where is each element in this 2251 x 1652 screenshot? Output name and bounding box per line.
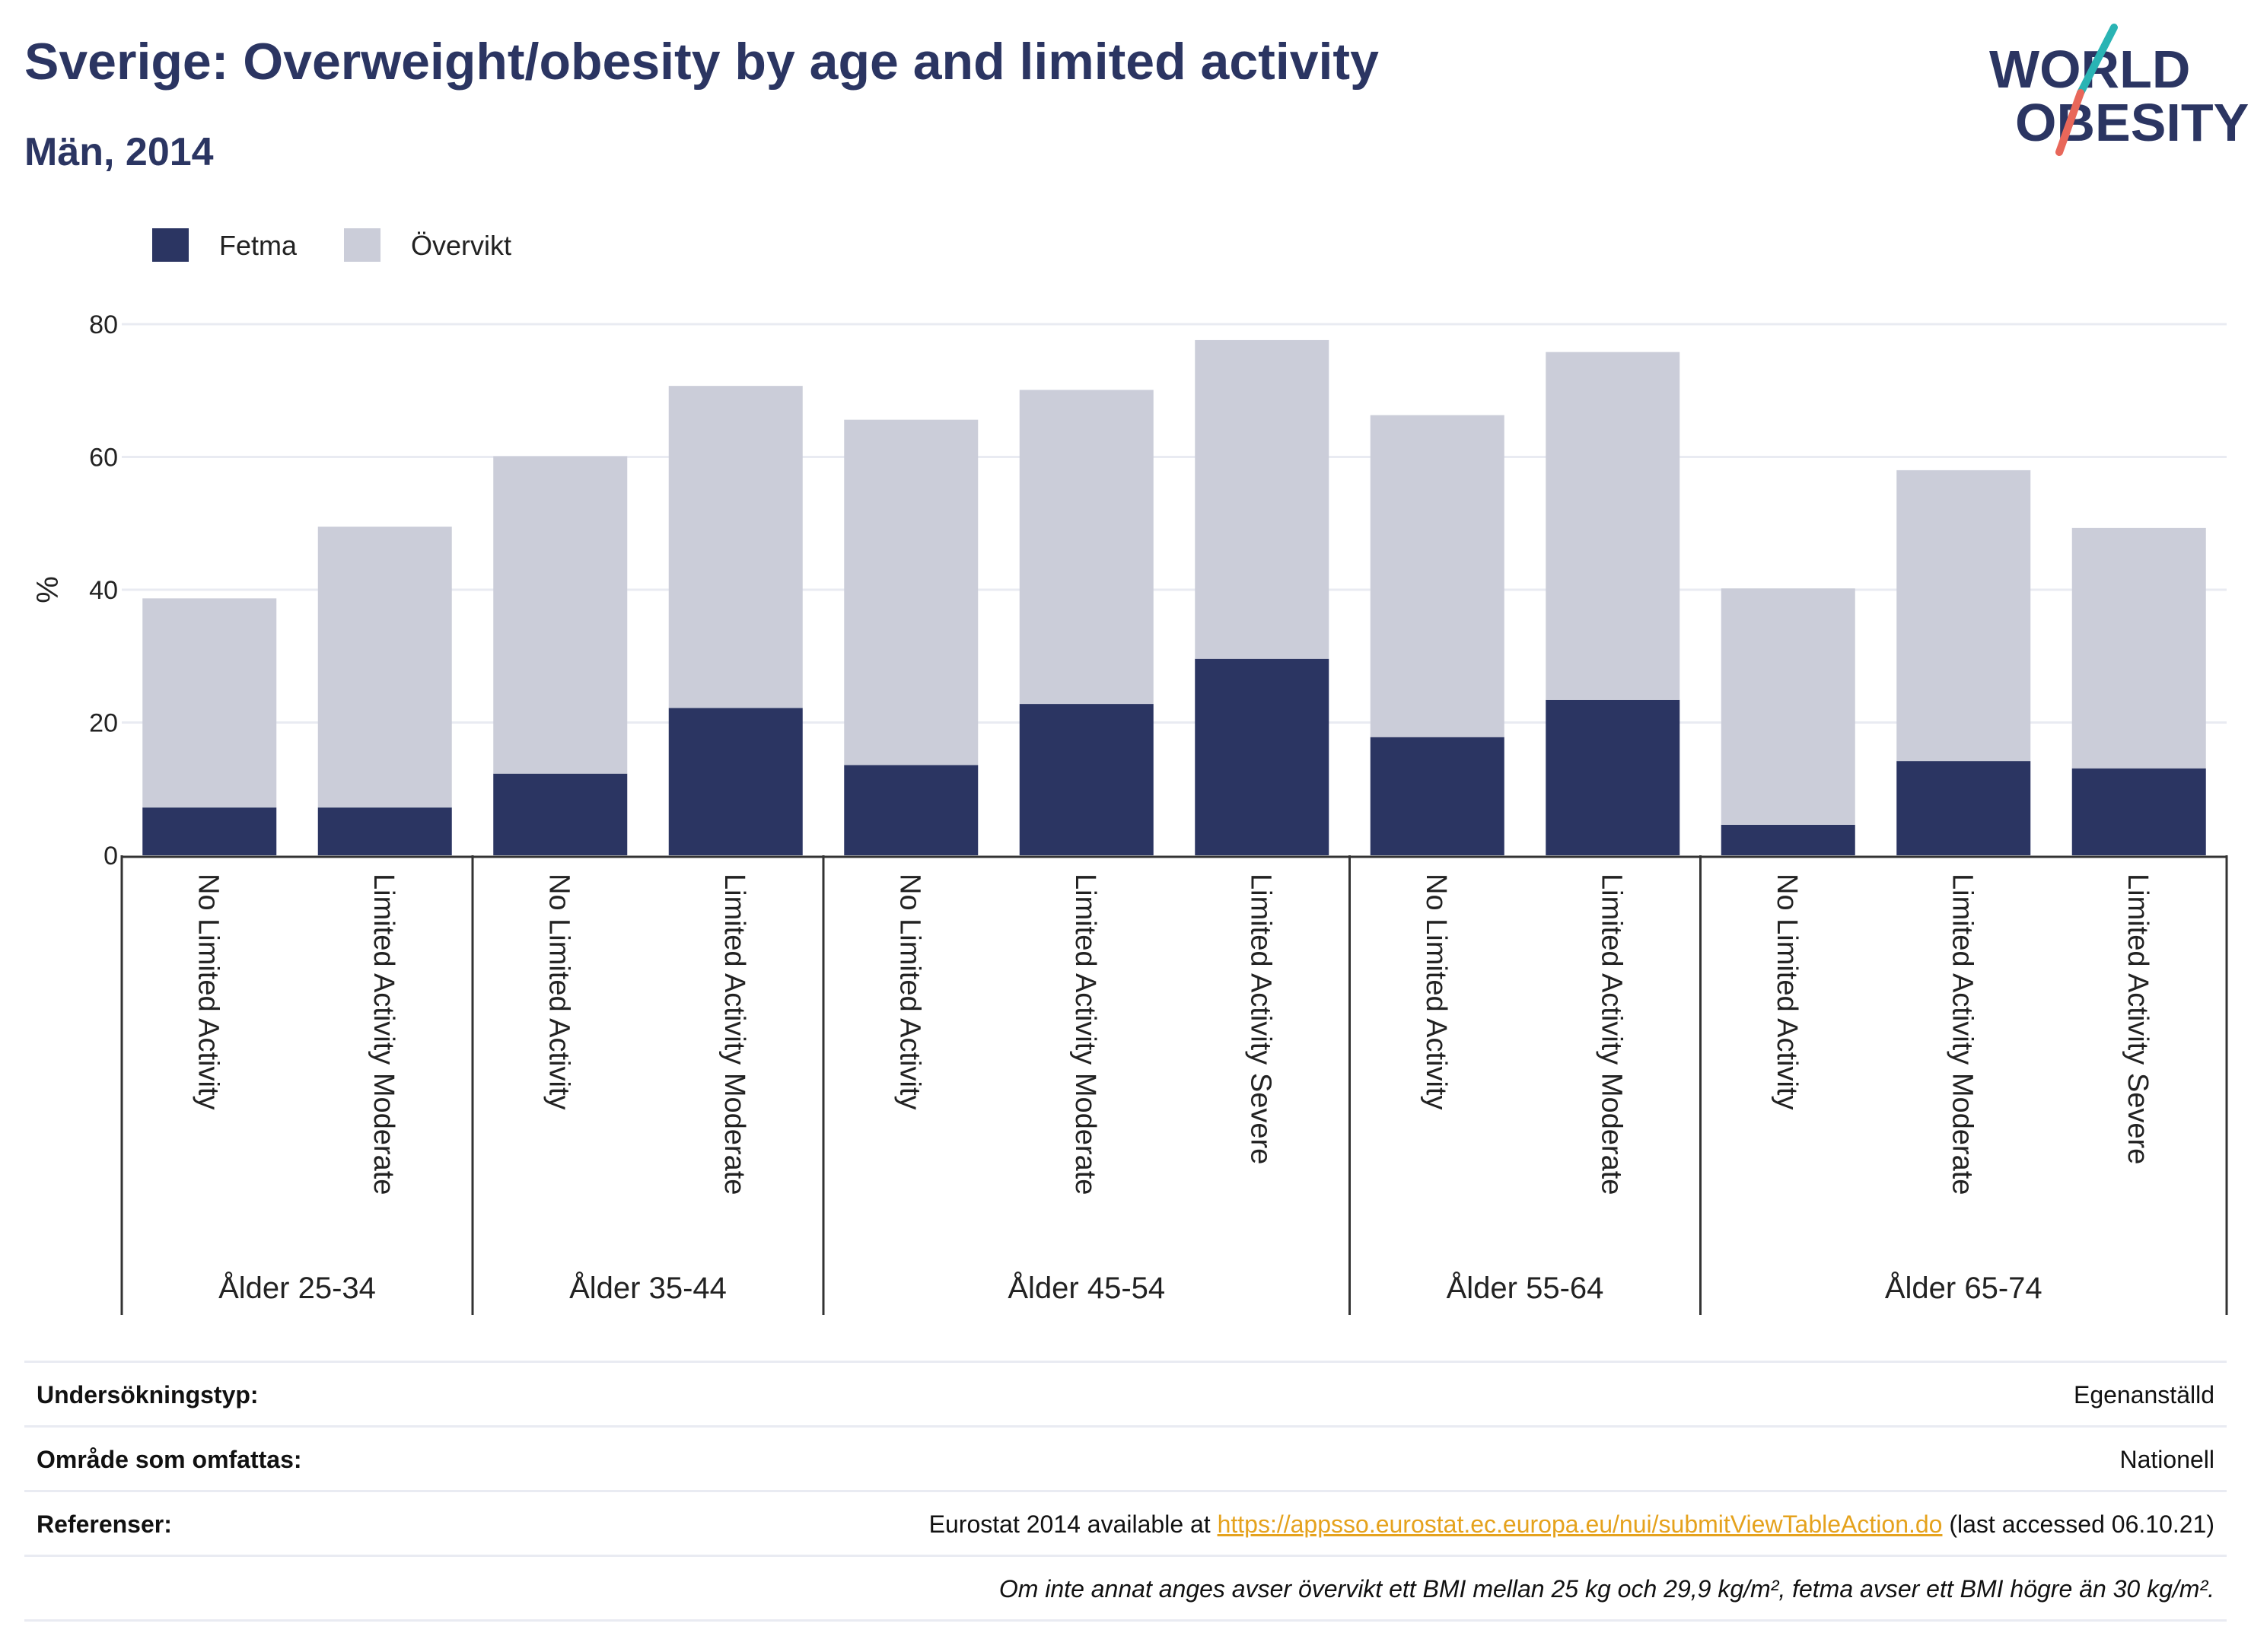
info-label: Område som omfattas: <box>37 1446 302 1473</box>
x-tick-label: No Limited Activity <box>1771 874 1803 1109</box>
bar-fetma <box>1019 704 1154 855</box>
group-label: Ålder 35-44 <box>569 1271 727 1305</box>
bar-overvikt <box>844 419 979 766</box>
group-label: Ålder 65-74 <box>1885 1271 2042 1305</box>
bar-fetma <box>668 708 803 855</box>
x-tick-label: Limited Activity Moderate <box>1595 874 1627 1195</box>
info-row-survey-type: Undersökningstyp: Egenanställd <box>24 1361 2227 1425</box>
bar-overvikt <box>317 527 452 808</box>
x-tick-label: No Limited Activity <box>1420 874 1452 1109</box>
info-value: Nationell <box>2119 1446 2214 1473</box>
y-axis-label: % <box>31 576 65 603</box>
y-tick-label: 80 <box>89 310 118 339</box>
chart-title: Sverige: Overweight/obesity by age and l… <box>24 33 1379 91</box>
info-row-coverage: Område som omfattas: Nationell <box>24 1425 2227 1490</box>
bar-overvikt <box>1370 415 1504 737</box>
x-tick-label: Limited Activity Moderate <box>1946 874 1978 1195</box>
bar-overvikt <box>668 386 803 708</box>
x-tick-label: Limited Activity Severe <box>1244 874 1276 1164</box>
reference-link[interactable]: https://appsso.eurostat.ec.europa.eu/nui… <box>1217 1510 1943 1538</box>
group-label: Ålder 45-54 <box>1008 1271 1165 1305</box>
bar-overvikt <box>1721 588 1855 825</box>
info-value-references: Eurostat 2014 available at https://appss… <box>929 1510 2214 1539</box>
y-tick-label: 60 <box>89 444 118 473</box>
bar-fetma <box>142 807 277 855</box>
x-tick-label: No Limited Activity <box>192 874 224 1109</box>
info-row-note: Om inte annat anges avser övervikt ett B… <box>24 1555 2227 1622</box>
stacked-bar-chart: 0 20 40 60 80% Fetma Övervikt No Limited Activi… <box>31 228 2228 1315</box>
x-tick-label: Limited Activity Moderate <box>718 874 750 1195</box>
bar-overvikt <box>1546 352 1680 700</box>
x-tick-label: Limited Activity Moderate <box>1069 874 1101 1195</box>
group-label: Ålder 55-64 <box>1447 1271 1604 1305</box>
bar-overvikt <box>1019 390 1154 705</box>
legend-swatch <box>344 228 380 262</box>
bar-overvikt <box>493 456 628 774</box>
y-tick-label: 40 <box>89 576 118 605</box>
bar-overvikt <box>142 598 277 808</box>
info-label: Undersökningstyp: <box>37 1381 259 1408</box>
y-tick-label: 20 <box>89 709 118 738</box>
info-value: Egenanställd <box>2073 1381 2214 1408</box>
info-label: Referenser: <box>37 1510 172 1538</box>
x-tick-label: Limited Activity Moderate <box>368 874 400 1195</box>
bar-overvikt <box>1896 469 2031 762</box>
bar-fetma <box>317 807 452 855</box>
x-tick-label: No Limited Activity <box>893 874 925 1109</box>
logo-line2: OBESITY <box>2015 93 2249 152</box>
bar-overvikt <box>1195 339 1329 659</box>
bar-fetma <box>844 765 979 855</box>
world-obesity-logo: WORLD OBESITY <box>1979 23 2249 160</box>
info-row-references: Referenser: Eurostat 2014 available at h… <box>24 1490 2227 1555</box>
legend-label: Fetma <box>219 230 298 261</box>
bar-fetma <box>1370 737 1504 855</box>
group-label: Ålder 25-34 <box>218 1271 376 1305</box>
y-tick-label: 0 <box>103 842 118 871</box>
bar-fetma <box>1721 824 1855 855</box>
reference-prefix: Eurostat 2014 available at <box>928 1510 1218 1538</box>
reference-suffix: (last accessed 06.10.21) <box>1942 1510 2214 1538</box>
logo-slash-icon <box>2055 24 2118 156</box>
bar-fetma <box>1546 699 1680 855</box>
bar-overvikt <box>2071 527 2206 769</box>
bar-fetma <box>2071 768 2206 855</box>
legend-swatch <box>152 228 189 262</box>
info-table: Undersökningstyp: Egenanställd Område so… <box>24 1361 2227 1622</box>
x-tick-label: Limited Activity Severe <box>2122 874 2154 1164</box>
legend-label: Övervikt <box>411 230 511 261</box>
x-tick-label: No Limited Activity <box>543 874 575 1109</box>
bar-fetma <box>493 773 628 855</box>
bar-fetma <box>1195 658 1329 855</box>
chart-subtitle: Män, 2014 <box>24 130 214 174</box>
bmi-note: Om inte annat anges avser övervikt ett B… <box>998 1575 2214 1603</box>
bar-fetma <box>1896 761 2031 855</box>
